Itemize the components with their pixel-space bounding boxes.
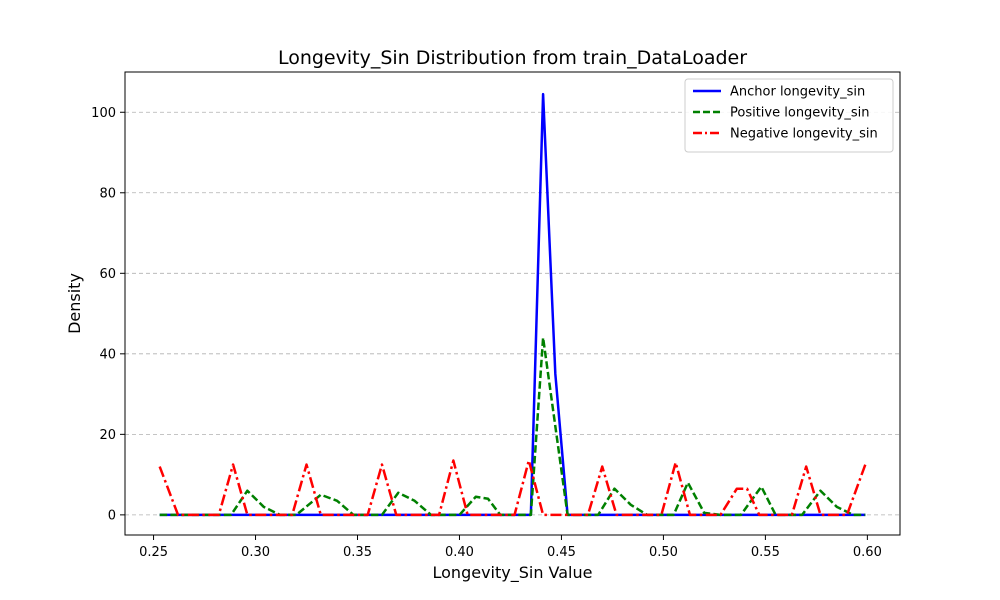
y-axis-ticks: 0 20 40 60 80 100 bbox=[91, 106, 125, 523]
series-line-1 bbox=[159, 92, 866, 517]
series-lines bbox=[158, 92, 867, 517]
y-tick-label: 100 bbox=[91, 106, 116, 121]
x-tick-label: 0.30 bbox=[241, 545, 270, 560]
x-tick-label: 0.50 bbox=[649, 545, 678, 560]
x-tick-label: 0.25 bbox=[139, 545, 168, 560]
legend-label-3: Negative longevity_sin bbox=[730, 127, 878, 142]
series-line-3 bbox=[158, 459, 867, 517]
x-axis-title: Longevity_Sin Value bbox=[433, 563, 593, 583]
y-axis-title: Density bbox=[65, 273, 84, 334]
y-tick-label: 60 bbox=[99, 267, 116, 282]
legend-label-2: Positive longevity_sin bbox=[730, 106, 870, 121]
x-tick-label: 0.45 bbox=[547, 545, 576, 560]
x-tick-label: 0.55 bbox=[751, 545, 780, 560]
chart-title: Longevity_Sin Distribution from train_Da… bbox=[278, 47, 747, 69]
x-tick-label: 0.35 bbox=[343, 545, 372, 560]
legend-box bbox=[684, 78, 894, 153]
y-tick-label: 20 bbox=[99, 428, 116, 443]
plot-frame bbox=[124, 71, 901, 536]
series-line-2 bbox=[159, 336, 866, 517]
legend-label-1: Anchor longevity_sin bbox=[730, 85, 865, 100]
y-tick-label: 80 bbox=[99, 186, 116, 201]
y-tick-label: 40 bbox=[99, 347, 116, 362]
x-tick-label: 0.40 bbox=[445, 545, 474, 560]
x-axis-ticks: 0.25 0.30 0.35 0.40 0.45 0.50 0.55 0.60 bbox=[139, 535, 882, 560]
grid-lines bbox=[125, 111, 900, 516]
legend: Anchor longevity_sin Positive longevity_s… bbox=[684, 78, 894, 153]
y-tick-label: 0 bbox=[108, 508, 116, 523]
x-tick-label: 0.60 bbox=[853, 545, 882, 560]
